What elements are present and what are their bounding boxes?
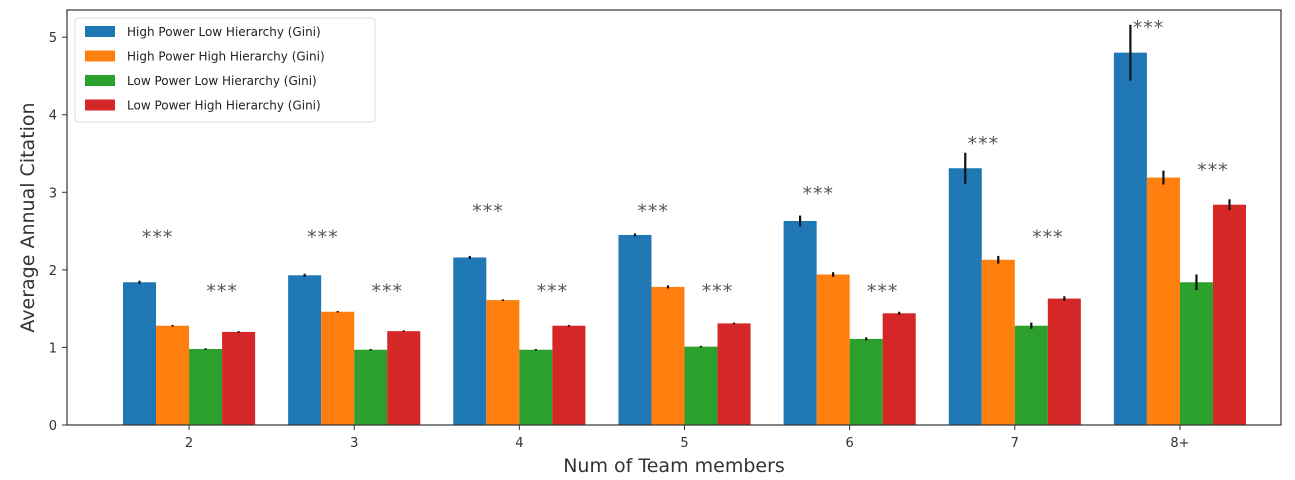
bar-2-series-2 <box>156 325 190 425</box>
significance-label: *** <box>1197 160 1229 182</box>
annotations-layer: *** *** *** *** *** *** *** *** *** *** *** *** *** *… <box>142 17 1229 303</box>
legend-label: Low Power High Hierarchy (Gini) <box>127 99 321 113</box>
bar-5-series-2 <box>651 286 685 425</box>
bar-3-series-1 <box>288 275 322 425</box>
significance-label: *** <box>537 281 569 303</box>
plot-frame <box>66 9 1282 426</box>
bar-6-series-2 <box>816 274 850 425</box>
bar-7-series-1 <box>948 168 982 426</box>
significance-label: *** <box>307 226 339 248</box>
bar-4-series-1 <box>453 257 487 425</box>
x-tick-label: 6 <box>846 436 854 451</box>
bar-4-series-4 <box>552 325 586 425</box>
legend-label: High Power Low Hierarchy (Gini) <box>127 25 321 39</box>
legend: High Power Low Hierarchy (Gini) High Powe… <box>74 17 376 123</box>
bar-2-series-1 <box>123 282 157 425</box>
y-axis-label: Average Annual Citation <box>17 102 39 332</box>
bar-4-series-3 <box>519 349 553 425</box>
bar-6-series-4 <box>882 313 916 425</box>
y-tick-label: 4 <box>49 109 57 124</box>
significance-label: *** <box>637 201 669 223</box>
bar-2-series-3 <box>189 348 223 425</box>
legend-swatch <box>85 75 115 86</box>
significance-label: *** <box>371 281 403 303</box>
legend-swatch <box>85 50 115 62</box>
bar-8plus-series-3 <box>1179 282 1213 425</box>
bar-3-series-4 <box>387 331 421 425</box>
axes-layer <box>66 9 1282 426</box>
legend-frame <box>74 17 376 123</box>
legend-swatch <box>85 99 115 111</box>
legend-swatch <box>85 26 115 37</box>
bar-7-series-4 <box>1047 298 1081 425</box>
x-tick-label: 5 <box>680 436 688 451</box>
bar-8plus-series-1 <box>1113 52 1147 425</box>
ticks-layer: 0 1 2 3 4 5 2 3 4 5 6 7 8+ <box>49 31 1190 451</box>
bar-8plus-series-2 <box>1146 177 1180 425</box>
significance-label: *** <box>206 281 238 303</box>
x-tick-label: 3 <box>350 436 358 451</box>
x-tick-label: 8+ <box>1170 436 1189 451</box>
significance-label: *** <box>702 281 734 303</box>
bar-7-series-3 <box>1014 325 1048 425</box>
bar-6-series-3 <box>849 338 883 425</box>
significance-label: *** <box>968 133 1000 155</box>
bar-5-series-4 <box>717 323 751 425</box>
bar-4-series-2 <box>486 300 520 425</box>
significance-label: *** <box>803 183 835 205</box>
bar-5-series-1 <box>618 234 652 425</box>
error-bars-layer <box>138 24 1231 351</box>
significance-label: *** <box>867 281 899 303</box>
significance-label: *** <box>142 226 174 248</box>
bars-layer <box>123 52 1246 426</box>
bar-2-series-4 <box>222 331 256 425</box>
x-tick-label: 2 <box>185 436 193 451</box>
bar-3-series-2 <box>321 311 355 425</box>
significance-label: *** <box>1133 17 1165 39</box>
x-tick-label: 7 <box>1011 436 1019 451</box>
y-tick-label: 1 <box>49 341 57 356</box>
bar-8plus-series-4 <box>1212 204 1246 425</box>
bar-7-series-2 <box>981 259 1015 425</box>
bar-6-series-1 <box>783 220 817 425</box>
y-tick-label: 2 <box>49 264 57 279</box>
y-tick-label: 3 <box>49 186 57 201</box>
bar-5-series-3 <box>684 346 718 425</box>
x-axis-label: Num of Team members <box>563 455 785 477</box>
x-tick-label: 4 <box>515 436 523 451</box>
significance-label: *** <box>472 201 504 223</box>
bar-3-series-3 <box>354 349 388 425</box>
y-tick-label: 5 <box>49 31 57 46</box>
legend-label: Low Power Low Hierarchy (Gini) <box>127 74 317 88</box>
legend-label: High Power High Hierarchy (Gini) <box>127 50 325 64</box>
significance-label: *** <box>1032 226 1064 248</box>
y-tick-label: 0 <box>49 419 57 434</box>
